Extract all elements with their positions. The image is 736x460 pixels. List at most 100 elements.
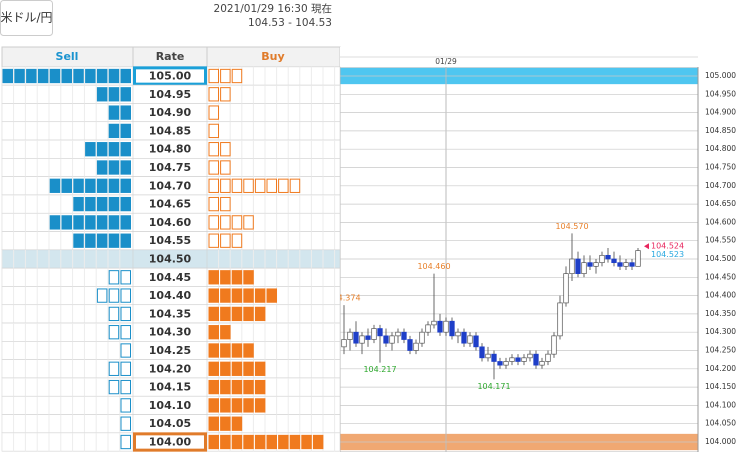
- pair-button[interactable]: [0, 0, 53, 36]
- candle-body: [377, 328, 383, 337]
- sell-bar: [120, 434, 131, 450]
- sell-block: [96, 233, 108, 248]
- buy-block: [243, 379, 254, 395]
- sell-bar: [108, 306, 131, 322]
- price-tick-label: 104.600: [705, 217, 736, 226]
- sell-bar: [108, 361, 131, 376]
- candle-body: [617, 262, 623, 267]
- sell-block: [73, 215, 84, 230]
- sell-block: [96, 178, 108, 193]
- price-tick-label: 104.500: [705, 254, 736, 263]
- buy-bar: [208, 398, 266, 413]
- price-tick-label: 105.000: [705, 71, 736, 80]
- sell-block: [108, 123, 120, 139]
- buy-block: [266, 178, 277, 193]
- buy-block: [220, 142, 231, 157]
- rate-label: 104.40: [149, 289, 192, 302]
- sell-bar: [96, 87, 131, 102]
- price-tick-label: 104.400: [705, 291, 736, 300]
- buy-block: [231, 434, 243, 450]
- sell-block: [96, 142, 108, 157]
- rate-label: 104.90: [149, 106, 192, 119]
- sell-block: [85, 178, 96, 193]
- sell-block: [120, 68, 131, 84]
- sell-block: [108, 87, 120, 102]
- sell-block: [73, 196, 84, 212]
- sell-block: [120, 379, 131, 395]
- buy-block: [220, 398, 231, 413]
- buy-block: [301, 434, 312, 450]
- price-tick-label: 104.300: [705, 327, 736, 336]
- buy-block: [208, 233, 219, 248]
- rate-label: 104.70: [149, 179, 192, 192]
- buy-bar: [208, 68, 243, 84]
- buy-bar: [208, 178, 301, 193]
- candle-body: [491, 353, 497, 362]
- buy-block: [243, 434, 254, 450]
- buy-block: [208, 68, 219, 84]
- bid-ask: 104.53 - 104.53: [248, 17, 332, 29]
- sell-bar: [85, 142, 131, 157]
- buy-block: [208, 361, 219, 376]
- price-tick-label: 104.450: [705, 272, 736, 281]
- sell-bar: [2, 68, 131, 84]
- buy-block: [208, 105, 219, 120]
- candle-body: [371, 328, 377, 340]
- buy-block: [208, 325, 219, 340]
- sell-block: [120, 215, 131, 230]
- sell-bar: [108, 105, 131, 120]
- sell-block: [96, 87, 108, 102]
- candle-body: [395, 331, 401, 337]
- candle-body: [413, 342, 419, 351]
- buy-block: [208, 288, 219, 303]
- buy-block: [254, 379, 266, 395]
- rate-label: 104.15: [149, 381, 191, 394]
- sell-block: [85, 142, 96, 157]
- date-label: 01/29: [435, 57, 457, 66]
- buy-block: [266, 288, 277, 303]
- sell-block: [73, 68, 84, 84]
- buy-block: [208, 87, 219, 102]
- sell-block: [120, 87, 131, 102]
- pair-button-label[interactable]: 米ドル/円: [0, 11, 52, 25]
- buy-block: [243, 288, 254, 303]
- candle-body: [425, 324, 431, 333]
- rate-label: 104.80: [149, 143, 192, 156]
- buy-block: [243, 343, 254, 358]
- low-label: 104.217: [363, 365, 396, 374]
- candle-body: [611, 258, 617, 264]
- candle-body: [545, 353, 551, 362]
- buy-block: [220, 361, 231, 376]
- sell-block: [120, 160, 131, 175]
- candle-body: [443, 320, 449, 333]
- buy-block: [243, 270, 254, 285]
- sell-block: [120, 196, 131, 212]
- sell-block: [61, 178, 72, 193]
- sell-bar: [120, 343, 131, 358]
- buy-block: [220, 306, 231, 322]
- buy-block: [231, 379, 243, 395]
- buy-block: [289, 178, 301, 193]
- buy-bar: [208, 215, 254, 230]
- buy-bar: [208, 361, 266, 376]
- sell-bar: [49, 215, 131, 230]
- sell-block: [120, 398, 131, 413]
- sell-bar: [73, 196, 131, 212]
- candle-body: [527, 353, 533, 359]
- candle-body: [563, 273, 569, 304]
- price-tick-label: 104.900: [705, 108, 736, 117]
- buy-block: [231, 288, 243, 303]
- buy-block: [231, 416, 243, 431]
- sell-block: [96, 288, 108, 303]
- candle-body: [419, 331, 425, 344]
- rate-label: 104.25: [149, 344, 191, 357]
- price-tick-label: 104.700: [705, 181, 736, 190]
- high-label: 104.374: [327, 294, 360, 303]
- price-tick-label: 104.650: [705, 199, 736, 208]
- rate-label: 104.65: [149, 198, 191, 211]
- plot-frame: [340, 67, 698, 452]
- buy-block: [208, 379, 219, 395]
- buy-block: [231, 270, 243, 285]
- buy-block: [220, 233, 231, 248]
- buy-bar: [208, 233, 243, 248]
